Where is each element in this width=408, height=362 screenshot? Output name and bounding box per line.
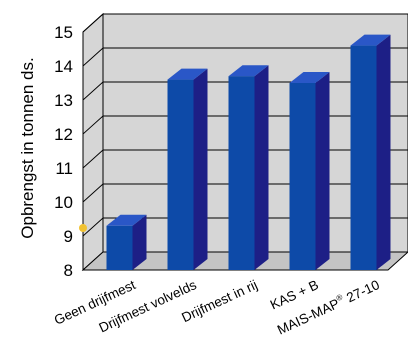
y-tick-label: 11 [55, 159, 73, 178]
bar [228, 65, 269, 270]
left-wall [82, 12, 104, 272]
y-tick-label: 14 [54, 57, 73, 76]
bar-side [254, 65, 269, 270]
y-axis-label: Opbrengst in tonnen ds. [18, 57, 37, 238]
bar [167, 68, 208, 270]
y-tick-label: 8 [64, 261, 73, 280]
bar-side [193, 68, 208, 270]
y-tick-label: 10 [54, 193, 73, 212]
bar-front [228, 76, 255, 270]
grid-line [82, 47, 408, 67]
bar-top [289, 72, 330, 83]
bar-side [376, 34, 391, 270]
bar-front [106, 225, 133, 270]
y-tick-label: 9 [64, 227, 73, 246]
y-axis-ticks: 8 9 10 11 12 13 14 15 [54, 23, 73, 280]
bar-front [350, 45, 377, 270]
x-tick-label: MAIS-MAP® 27-10 [274, 276, 381, 337]
bar [106, 214, 147, 270]
bar-top [228, 65, 269, 77]
bar-top [350, 34, 391, 46]
bar-front [289, 83, 316, 270]
y-tick-label: 12 [54, 125, 73, 144]
bars [106, 34, 391, 270]
bar [350, 34, 391, 270]
bar-side [132, 214, 147, 270]
label-mark [79, 224, 87, 232]
bar-top [167, 68, 208, 80]
y-tick-label: 13 [54, 91, 73, 110]
bar-front [167, 79, 194, 270]
grid-line [82, 13, 408, 33]
y-tick-label: 15 [54, 23, 73, 42]
bar-side [315, 72, 330, 270]
bar [289, 72, 330, 270]
bar-top [106, 214, 147, 226]
